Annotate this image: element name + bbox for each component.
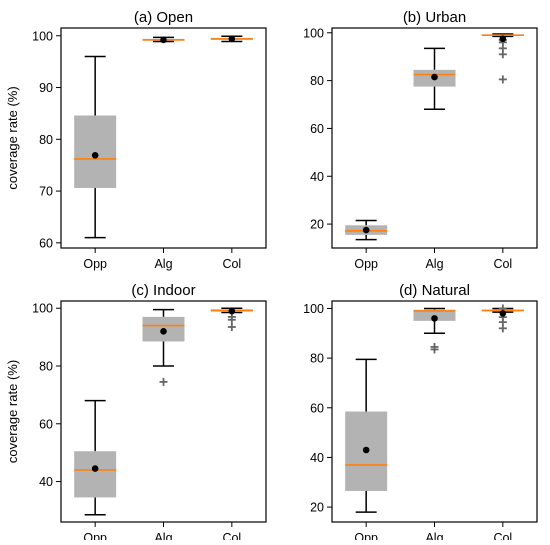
x-tick-label: Alg [154,257,172,271]
y-tick-label: 40 [310,451,324,465]
y-tick-label: 80 [39,133,53,147]
mean-marker [91,152,99,159]
box-alg [142,36,185,44]
box-alg [413,307,456,354]
y-tick-label: 40 [39,475,53,489]
box-col [210,35,253,43]
box-col [210,307,253,331]
box-alg [142,308,185,386]
mean-marker [160,328,167,335]
x-tick-label: Col [222,257,241,271]
y-tick-label: 100 [303,302,324,316]
y-tick-label: 20 [310,218,324,232]
chart-title: (b) Urban [403,9,466,26]
y-axis-label: coverage rate (%) [5,86,20,189]
chart-panel-3: (c) Indoor 40 60 80 100 coverage rate (%) Opp A… [5,282,267,545]
chart-title: (c) Indoor [131,282,195,299]
y-tick-label: 100 [32,302,53,316]
y-tick-label: 40 [310,170,324,184]
iqr-box [74,451,117,498]
chart-panel-1: (a) Open 60 70 80 90 100 coverage rate (%) Opp A… [5,9,267,271]
chart-title: (a) Open [134,9,193,26]
outlier-marker [227,323,236,331]
y-tick-label: 60 [39,417,53,431]
y-tick-label: 80 [310,74,324,88]
x-tick-label: Opp [354,257,378,271]
x-tick-label: Col [222,531,241,540]
mean-marker [431,73,438,81]
outlier-marker [498,75,507,84]
y-tick-label: 70 [39,185,53,199]
x-tick-label: Alg [425,257,443,271]
y-tick-label: 60 [310,122,324,136]
y-axis-label: coverage rate (%) [5,360,20,463]
x-tick-label: Opp [83,257,107,271]
outlier-marker [159,377,168,386]
mean-marker [431,315,438,322]
iqr-box [74,115,117,188]
y-tick-label: 90 [39,81,53,95]
box-col [481,33,524,84]
y-tick-label: 100 [32,29,53,43]
chart-title: (d) Natural [399,282,470,299]
x-tick-label: Col [493,531,512,540]
outlier-marker [430,342,439,351]
mean-marker [499,310,507,317]
box-opp [74,55,117,239]
mean-marker [362,226,370,234]
box-col [481,304,524,333]
box-alg [413,47,456,111]
box-opp [74,399,117,516]
y-tick-label: 60 [39,236,53,250]
x-tick-label: Alg [154,531,172,540]
y-tick-label: 20 [310,501,324,515]
y-tick-label: 60 [310,401,324,415]
mean-marker [91,465,99,472]
mean-marker [160,36,167,44]
mean-marker [228,35,236,43]
chart-panel-4: (d) Natural 20 40 60 80 100 Opp Alg Col [303,282,538,545]
x-tick-label: Opp [83,531,107,540]
box-opp [345,358,388,513]
x-tick-label: Col [493,257,512,271]
y-tick-label: 100 [303,26,324,40]
x-tick-label: Alg [425,531,443,540]
y-tick-label: 80 [310,352,324,366]
mean-marker [499,35,507,43]
box-opp [345,219,388,241]
y-tick-label: 80 [39,360,53,374]
mean-marker [362,446,370,454]
chart-panel-2: (b) Urban 20 40 60 80 100 Opp Alg Col [303,9,538,271]
x-tick-label: Opp [354,531,378,540]
mean-marker [228,307,236,315]
